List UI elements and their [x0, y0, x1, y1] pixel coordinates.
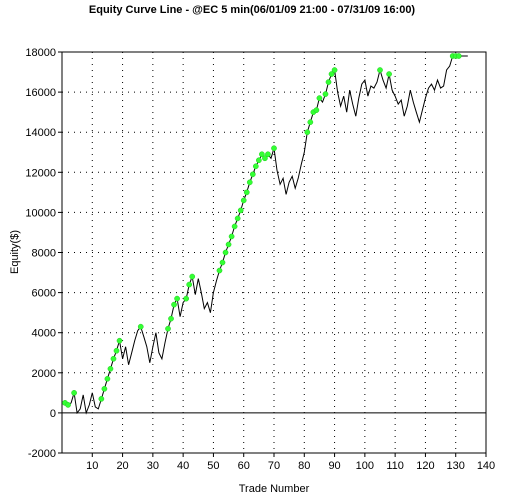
- equity-high-marker: [228, 233, 235, 240]
- equity-high-marker: [325, 79, 332, 85]
- equity-high-marker: [174, 295, 180, 302]
- x-tick-label: 140: [477, 460, 495, 472]
- equity-high-marker: [240, 197, 247, 204]
- equity-high-marker: [183, 295, 190, 302]
- equity-high-marker: [137, 323, 144, 330]
- equity-high-marker: [313, 107, 320, 113]
- x-tick-label: 30: [147, 460, 159, 472]
- x-tick-label: 90: [328, 460, 340, 472]
- equity-high-marker: [249, 171, 256, 178]
- equity-high-marker: [377, 67, 383, 73]
- equity-high-marker: [386, 71, 392, 77]
- equity-high-marker: [116, 337, 123, 344]
- x-tick-label: 110: [386, 460, 404, 472]
- equity-high-marker: [252, 163, 259, 170]
- x-tick-label: 50: [207, 460, 219, 472]
- y-tick-label: 2000: [32, 368, 56, 380]
- equity-high-marker: [234, 215, 241, 222]
- x-tick-label: 60: [238, 460, 250, 472]
- equity-high-marker: [304, 129, 311, 136]
- y-tick-label: 4000: [32, 328, 56, 340]
- equity-high-marker: [243, 189, 250, 196]
- equity-high-marker: [65, 402, 71, 408]
- equity-high-marker: [322, 91, 329, 97]
- y-tick-label: 12000: [25, 167, 56, 179]
- y-tick-label: -2000: [28, 448, 56, 460]
- y-tick-label: 18000: [25, 47, 56, 59]
- equity-high-marker: [271, 145, 277, 152]
- equity-high-marker: [331, 67, 338, 73]
- equity-high-marker: [307, 119, 314, 126]
- equity-high-marker: [216, 267, 223, 274]
- equity-high-marker: [101, 385, 108, 392]
- x-tick-label: 120: [416, 460, 434, 472]
- x-tick-label: 80: [298, 460, 310, 472]
- equity-high-marker: [165, 325, 171, 332]
- y-tick-label: 6000: [32, 288, 56, 300]
- x-axis-ticks: 10 20 30 40 50 60 70 80 90 100 110 120 130 140: [86, 453, 495, 472]
- equity-high-marker: [259, 151, 265, 158]
- equity-high-marker: [113, 347, 120, 354]
- equity-high-marker: [225, 241, 232, 248]
- equity-high-marker: [328, 71, 335, 77]
- y-tick-label: 0: [50, 408, 56, 420]
- y-tick-label: 14000: [25, 127, 56, 139]
- x-tick-label: 20: [116, 460, 128, 472]
- equity-high-marker: [455, 53, 462, 59]
- equity-high-marker: [265, 151, 271, 158]
- grid-lines: [62, 52, 486, 453]
- equity-high-marker: [189, 273, 196, 280]
- equity-high-marker: [231, 223, 238, 230]
- equity-high-marker: [222, 249, 229, 256]
- y-axis-label: Equity($): [9, 230, 21, 274]
- equity-high-marker: [316, 95, 323, 101]
- equity-high-marker: [246, 179, 253, 186]
- equity-high-markers: [62, 53, 462, 408]
- equity-high-marker: [262, 155, 268, 162]
- x-tick-label: 130: [447, 460, 465, 472]
- x-tick-label: 70: [268, 460, 280, 472]
- equity-high-marker: [98, 396, 105, 402]
- equity-high-marker: [171, 301, 177, 308]
- equity-high-marker: [168, 315, 174, 322]
- x-tick-label: 100: [356, 460, 374, 472]
- x-axis-label: Trade Number: [239, 483, 310, 495]
- y-tick-label: 16000: [25, 87, 56, 99]
- equity-high-marker: [186, 281, 193, 288]
- equity-high-marker: [104, 375, 111, 382]
- x-tick-label: 40: [177, 460, 189, 472]
- equity-high-marker: [219, 259, 226, 266]
- equity-high-marker: [71, 390, 77, 396]
- equity-high-marker: [237, 207, 244, 214]
- equity-high-marker: [107, 365, 114, 372]
- equity-high-marker: [256, 157, 262, 164]
- y-tick-label: 8000: [32, 248, 56, 260]
- y-axis-ticks: -2000 0 2000 4000 6000 8000 10000 12000 14000 160…: [25, 47, 62, 460]
- chart-title: Equity Curve Line - @EC 5 min(06/01/09 2…: [89, 4, 416, 16]
- equity-high-marker: [110, 355, 117, 362]
- y-tick-label: 10000: [25, 207, 56, 219]
- x-tick-label: 10: [86, 460, 98, 472]
